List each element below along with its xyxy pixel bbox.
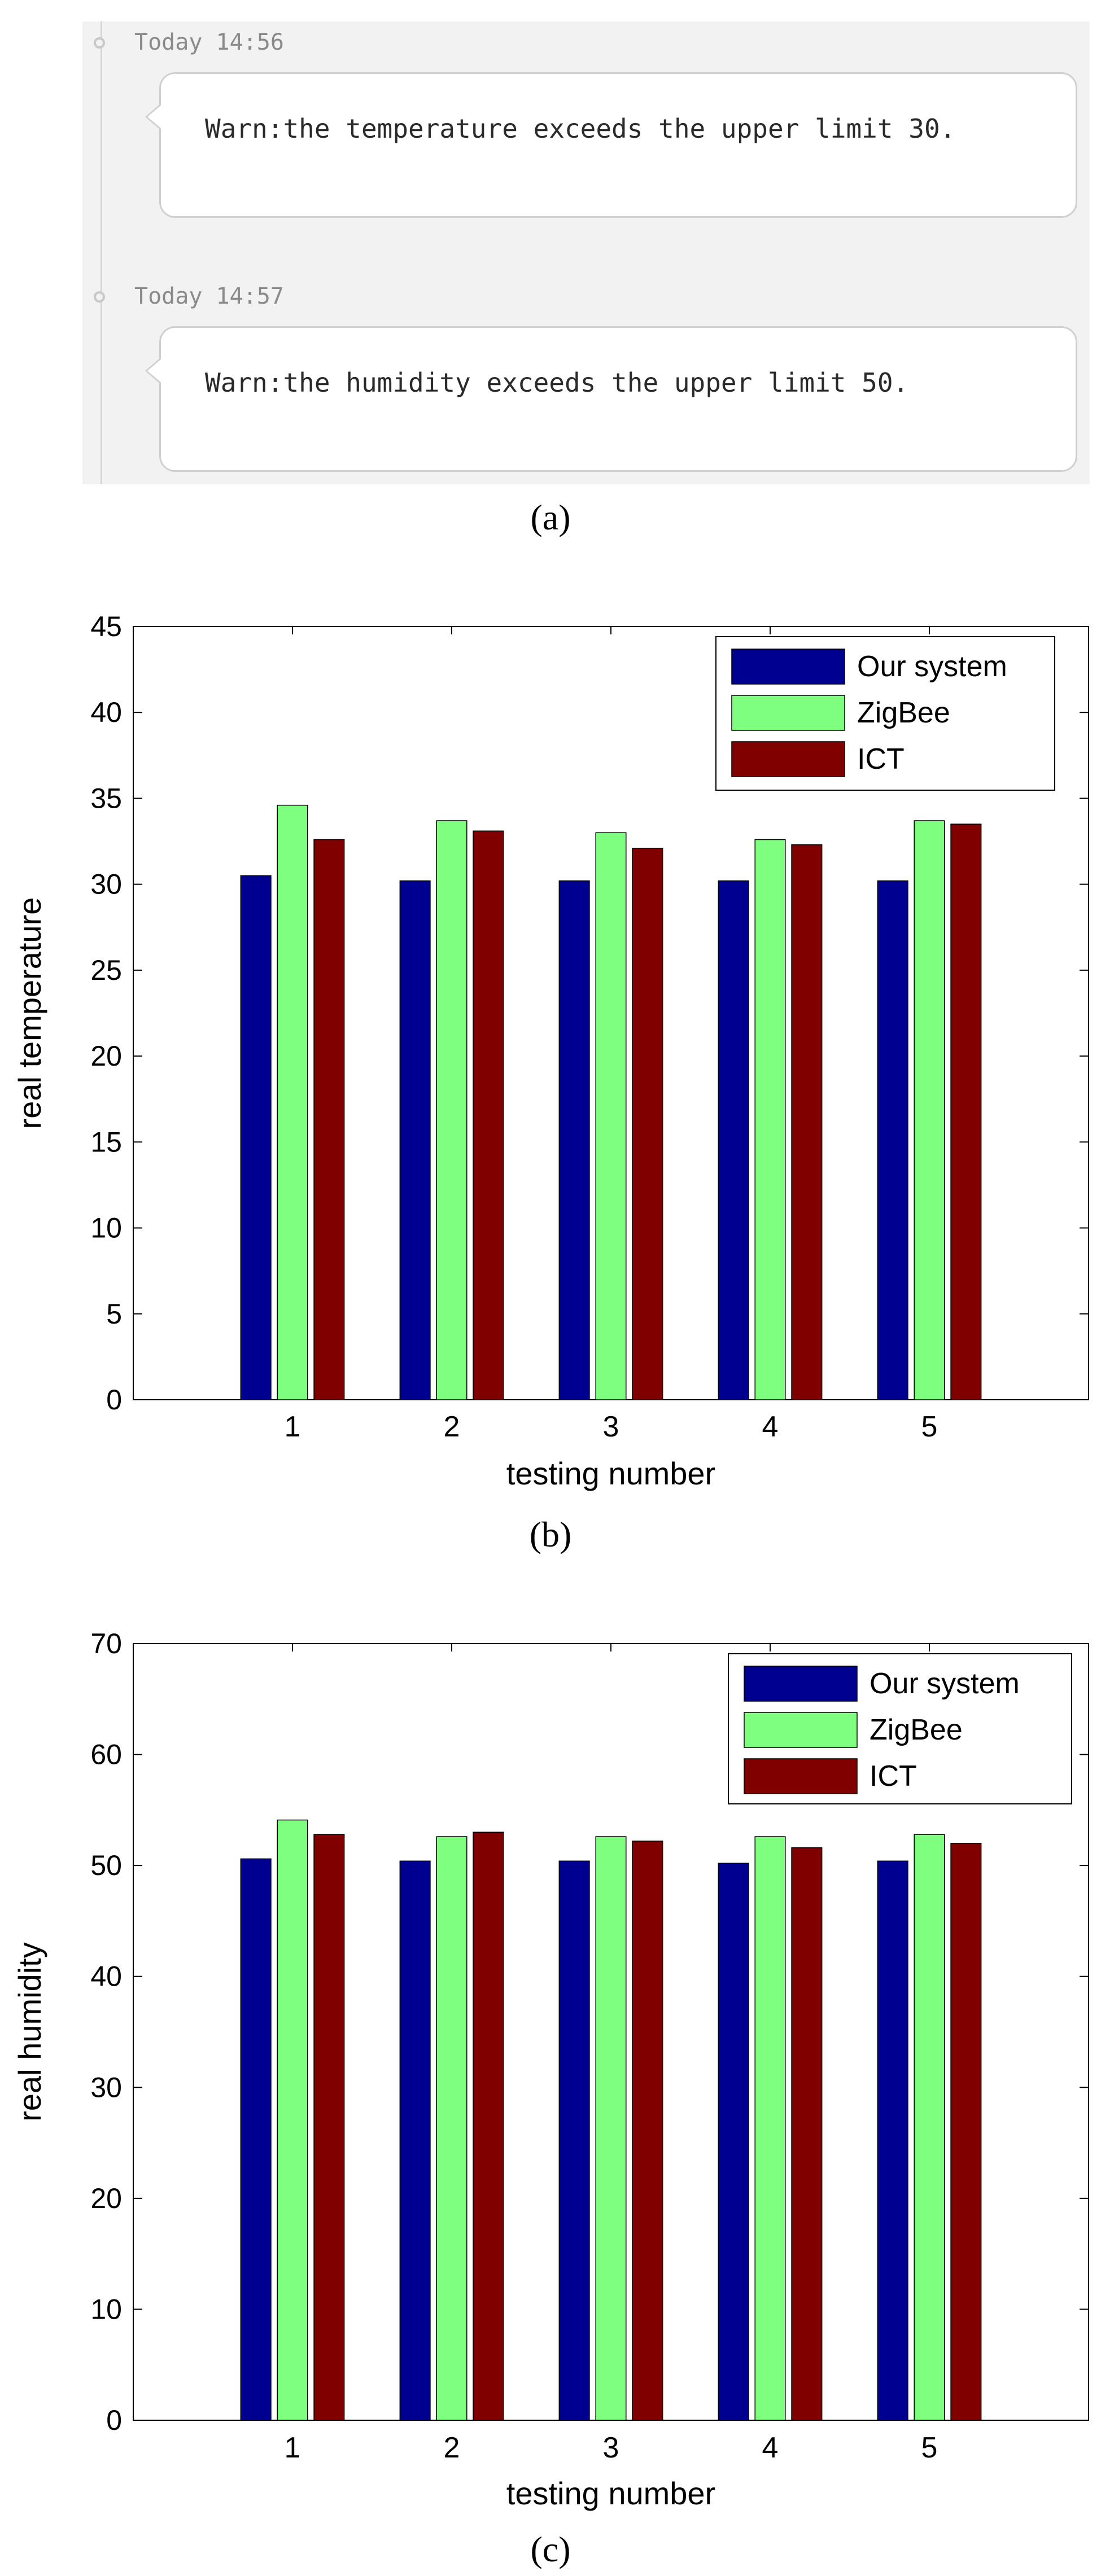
y-tick-label: 10	[90, 1212, 122, 1244]
x-axis-label: testing number	[506, 2476, 715, 2511]
y-tick-label: 70	[90, 1628, 122, 1659]
legend-label: ZigBee	[857, 696, 950, 729]
caption-a: (a)	[530, 497, 571, 537]
y-tick-label: 50	[90, 1850, 122, 1881]
y-tick-label: 20	[90, 2183, 122, 2214]
legend-label: ZigBee	[870, 1714, 963, 1746]
bar-our-system	[558, 880, 590, 1400]
bar-our-system	[718, 880, 749, 1400]
bar-zigbee	[436, 820, 468, 1400]
bubble-tail	[145, 103, 161, 130]
caption-b: (b)	[529, 1514, 572, 1554]
y-tick-label: 30	[90, 869, 122, 900]
legend-label: Our system	[857, 650, 1007, 683]
bar-ict	[791, 1847, 823, 2421]
bar-ict	[791, 844, 823, 1400]
legend-swatch	[731, 649, 845, 685]
bar-ict	[313, 839, 345, 1400]
x-tick-label: 2	[444, 1410, 460, 1443]
bar-ict	[950, 823, 982, 1400]
y-tick-label: 25	[90, 954, 122, 986]
timeline-line	[101, 21, 102, 484]
y-tick-label: 35	[90, 782, 122, 814]
entry-time: Today 14:56	[134, 29, 284, 55]
x-tick-label: 4	[762, 1410, 779, 1443]
bar-ict	[473, 1832, 504, 2421]
bar-ict	[632, 1841, 663, 2421]
legend-swatch	[744, 1666, 858, 1702]
bar-zigbee	[595, 1836, 627, 2421]
bar-our-system	[877, 880, 908, 1400]
bar-zigbee	[754, 1836, 786, 2421]
x-tick-label: 5	[921, 2432, 938, 2464]
y-tick-label: 15	[90, 1126, 122, 1158]
y-axis-label: real temperature	[12, 897, 47, 1129]
x-tick-label: 1	[285, 2432, 301, 2464]
x-tick-label: 4	[762, 2432, 779, 2464]
y-tick-label: 30	[90, 2071, 122, 2103]
warning-message-bubble: Warn:the humidity exceeds the upper limi…	[145, 326, 1077, 472]
bar-our-system	[718, 1863, 749, 2421]
bar-zigbee	[914, 1834, 945, 2421]
y-tick-label: 20	[90, 1040, 122, 1072]
x-tick-label: 1	[285, 1410, 301, 1443]
bar-our-system	[240, 875, 272, 1400]
legend-swatch	[744, 1712, 858, 1748]
legend-swatch	[744, 1758, 858, 1794]
bar-zigbee	[277, 804, 308, 1400]
legend-label: ICT	[857, 743, 905, 776]
bar-zigbee	[914, 820, 945, 1400]
warning-timeline-panel: Today 14:56 Warn:the temperature exceeds…	[82, 21, 1090, 484]
y-tick-label: 45	[90, 611, 122, 642]
y-tick-label: 10	[90, 2293, 122, 2325]
y-tick-label: 0	[106, 1384, 122, 1416]
humidity-bar-chart: 0 10 20 30 40 50 60 70 1 2 3 4 5 testing number real h…	[12, 1628, 1089, 2511]
bar-zigbee	[436, 1836, 468, 2421]
legend-label: ICT	[870, 1760, 917, 1793]
x-axis-label: testing number	[506, 1456, 715, 1491]
legend-swatch	[731, 741, 845, 777]
y-tick-label: 40	[90, 696, 122, 728]
bar-ict	[632, 847, 663, 1400]
legend-label: Our system	[870, 1667, 1020, 1700]
y-axis-label: real humidity	[12, 1942, 47, 2121]
warning-message-bubble: Warn:the temperature exceeds the upper l…	[145, 72, 1077, 218]
bar-our-system	[240, 1858, 272, 2421]
y-tick-label: 40	[90, 1961, 122, 1992]
legend-swatch	[731, 695, 845, 731]
x-tick-label: 2	[444, 2432, 460, 2464]
bar-our-system	[399, 1860, 431, 2421]
x-tick-label: 3	[603, 1410, 619, 1443]
y-tick-label: 0	[106, 2404, 122, 2436]
bar-zigbee	[277, 1819, 308, 2421]
caption-c: (c)	[530, 2529, 571, 2569]
warning-message: Warn:the humidity exceeds the upper limi…	[205, 367, 909, 398]
bar-our-system	[877, 1860, 908, 2421]
bar-zigbee	[595, 832, 627, 1400]
bar-ict	[950, 1843, 982, 2421]
x-tick-label: 5	[921, 1410, 938, 1443]
y-tick-label: 5	[106, 1298, 122, 1330]
timeline-dot-icon	[94, 291, 105, 303]
y-tick-label: 60	[90, 1739, 122, 1771]
entry-time: Today 14:57	[134, 283, 284, 309]
bubble-tail	[145, 357, 161, 384]
warning-message: Warn:the temperature exceeds the upper l…	[205, 113, 956, 144]
bar-ict	[473, 830, 504, 1400]
x-tick-label: 3	[603, 2432, 619, 2464]
bar-ict	[313, 1834, 345, 2421]
bar-our-system	[558, 1860, 590, 2421]
bar-zigbee	[754, 839, 786, 1400]
timeline-dot-icon	[94, 37, 105, 49]
bar-our-system	[399, 880, 431, 1400]
